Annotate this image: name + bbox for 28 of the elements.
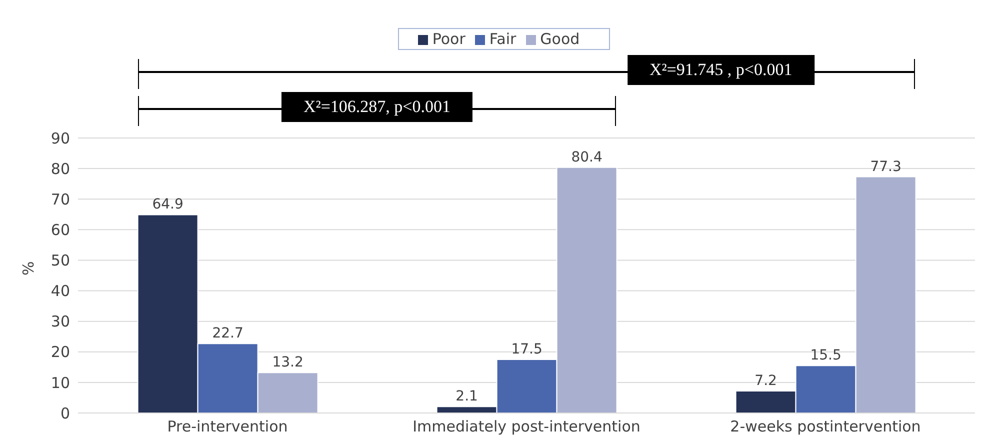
legend-label: Fair: [489, 30, 516, 48]
y-tick-label: 20: [50, 343, 70, 362]
data-label: 7.2: [754, 373, 777, 389]
data-label: 77.3: [870, 158, 902, 175]
y-tick-label: 60: [50, 220, 70, 239]
y-tick-label: 40: [50, 282, 70, 300]
x-tick-label: Pre-intervention: [167, 418, 288, 436]
data-label: 15.5: [810, 348, 842, 364]
data-label: 64.9: [152, 196, 184, 213]
y-tick-label: 50: [50, 252, 70, 270]
significance-bracket: X²=91.745 , p<0.001: [138, 53, 916, 89]
data-label: 17.5: [511, 342, 542, 358]
y-tick-label: 0: [60, 404, 70, 422]
data-label: 22.7: [212, 326, 244, 342]
y-tick-label: 90: [50, 129, 70, 148]
y-tick-label: 70: [50, 190, 70, 208]
y-tick-label: 80: [50, 160, 70, 178]
legend-label: Good: [540, 30, 580, 48]
y-tick-label: 10: [50, 374, 70, 392]
data-label: 13.2: [272, 354, 304, 371]
y-axis-title: %: [19, 261, 38, 276]
significance-bracket: X²=106.287, p<0.001: [138, 90, 616, 126]
legend-label: Poor: [432, 30, 466, 48]
data-label: 2.1: [456, 388, 478, 405]
data-label: 80.4: [571, 149, 602, 166]
x-tick-label: Immediately post-intervention: [412, 418, 640, 436]
y-tick-label: 30: [50, 312, 70, 331]
x-tick-label: 2-weeks postintervention: [730, 418, 921, 436]
